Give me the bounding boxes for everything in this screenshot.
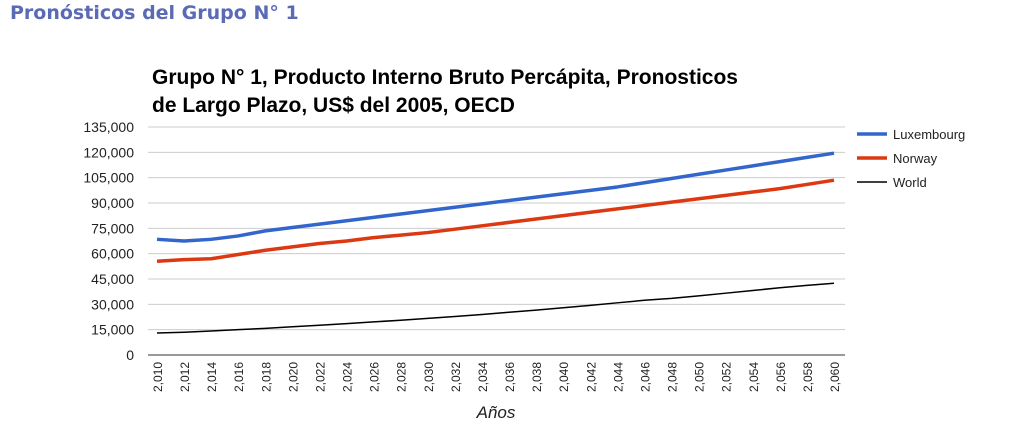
x-tick-label: 2,020 bbox=[286, 362, 300, 392]
y-tick-label: 135,000 bbox=[83, 119, 134, 135]
legend-label-luxembourg: Luxembourg bbox=[893, 127, 965, 142]
chart-title-line-2: de Largo Plazo, US$ del 2005, OECD bbox=[152, 94, 515, 117]
x-tick-label: 2,034 bbox=[476, 362, 490, 392]
series-line-world bbox=[156, 282, 835, 334]
x-tick-label: 2,054 bbox=[747, 362, 761, 392]
series-line-norway bbox=[156, 178, 835, 264]
series-line-luxembourg bbox=[156, 151, 835, 243]
y-tick-label: 90,000 bbox=[91, 195, 134, 211]
x-tick-label: 2,060 bbox=[828, 362, 842, 392]
x-tick-label: 2,030 bbox=[422, 362, 436, 392]
y-tick-label: 0 bbox=[126, 347, 134, 363]
x-tick-label: 2,038 bbox=[530, 362, 544, 392]
y-tick-label: 45,000 bbox=[91, 271, 134, 287]
y-tick-label: 15,000 bbox=[91, 322, 134, 338]
legend-label-world: World bbox=[893, 175, 927, 190]
x-tick-label: 2,048 bbox=[666, 362, 680, 392]
x-tick-label: 2,014 bbox=[205, 362, 219, 392]
x-tick-label: 2,022 bbox=[313, 362, 327, 392]
y-tick-label: 60,000 bbox=[91, 246, 134, 262]
y-tick-label: 75,000 bbox=[91, 220, 134, 236]
x-tick-label: 2,024 bbox=[341, 362, 355, 392]
x-tick-label: 2,028 bbox=[395, 362, 409, 392]
legend-label-norway: Norway bbox=[893, 151, 938, 166]
x-tick-label: 2,040 bbox=[557, 362, 571, 392]
x-tick-label: 2,044 bbox=[611, 362, 625, 392]
x-tick-label: 2,046 bbox=[638, 362, 652, 392]
x-tick-label: 2,050 bbox=[693, 362, 707, 392]
chart-title-line-1: Grupo N° 1, Producto Interno Bruto Percá… bbox=[152, 66, 738, 89]
x-tick-label: 2,012 bbox=[178, 362, 192, 392]
x-tick-label: 2,036 bbox=[503, 362, 517, 392]
y-tick-label: 30,000 bbox=[91, 296, 134, 312]
x-tick-label: 2,056 bbox=[774, 362, 788, 392]
x-tick-label: 2,018 bbox=[259, 362, 273, 392]
section-heading: Pronósticos del Grupo N° 1 bbox=[10, 2, 299, 24]
y-tick-label: 120,000 bbox=[83, 144, 134, 160]
x-tick-label: 2,058 bbox=[801, 362, 815, 392]
x-tick-label: 2,010 bbox=[151, 362, 165, 392]
x-tick-label: 2,032 bbox=[449, 362, 463, 392]
x-axis-label: Años bbox=[476, 403, 516, 422]
y-tick-label: 105,000 bbox=[83, 170, 134, 186]
x-tick-label: 2,016 bbox=[232, 362, 246, 392]
x-tick-label: 2,042 bbox=[584, 362, 598, 392]
x-tick-label: 2,052 bbox=[720, 362, 734, 392]
x-tick-label: 2,026 bbox=[368, 362, 382, 392]
